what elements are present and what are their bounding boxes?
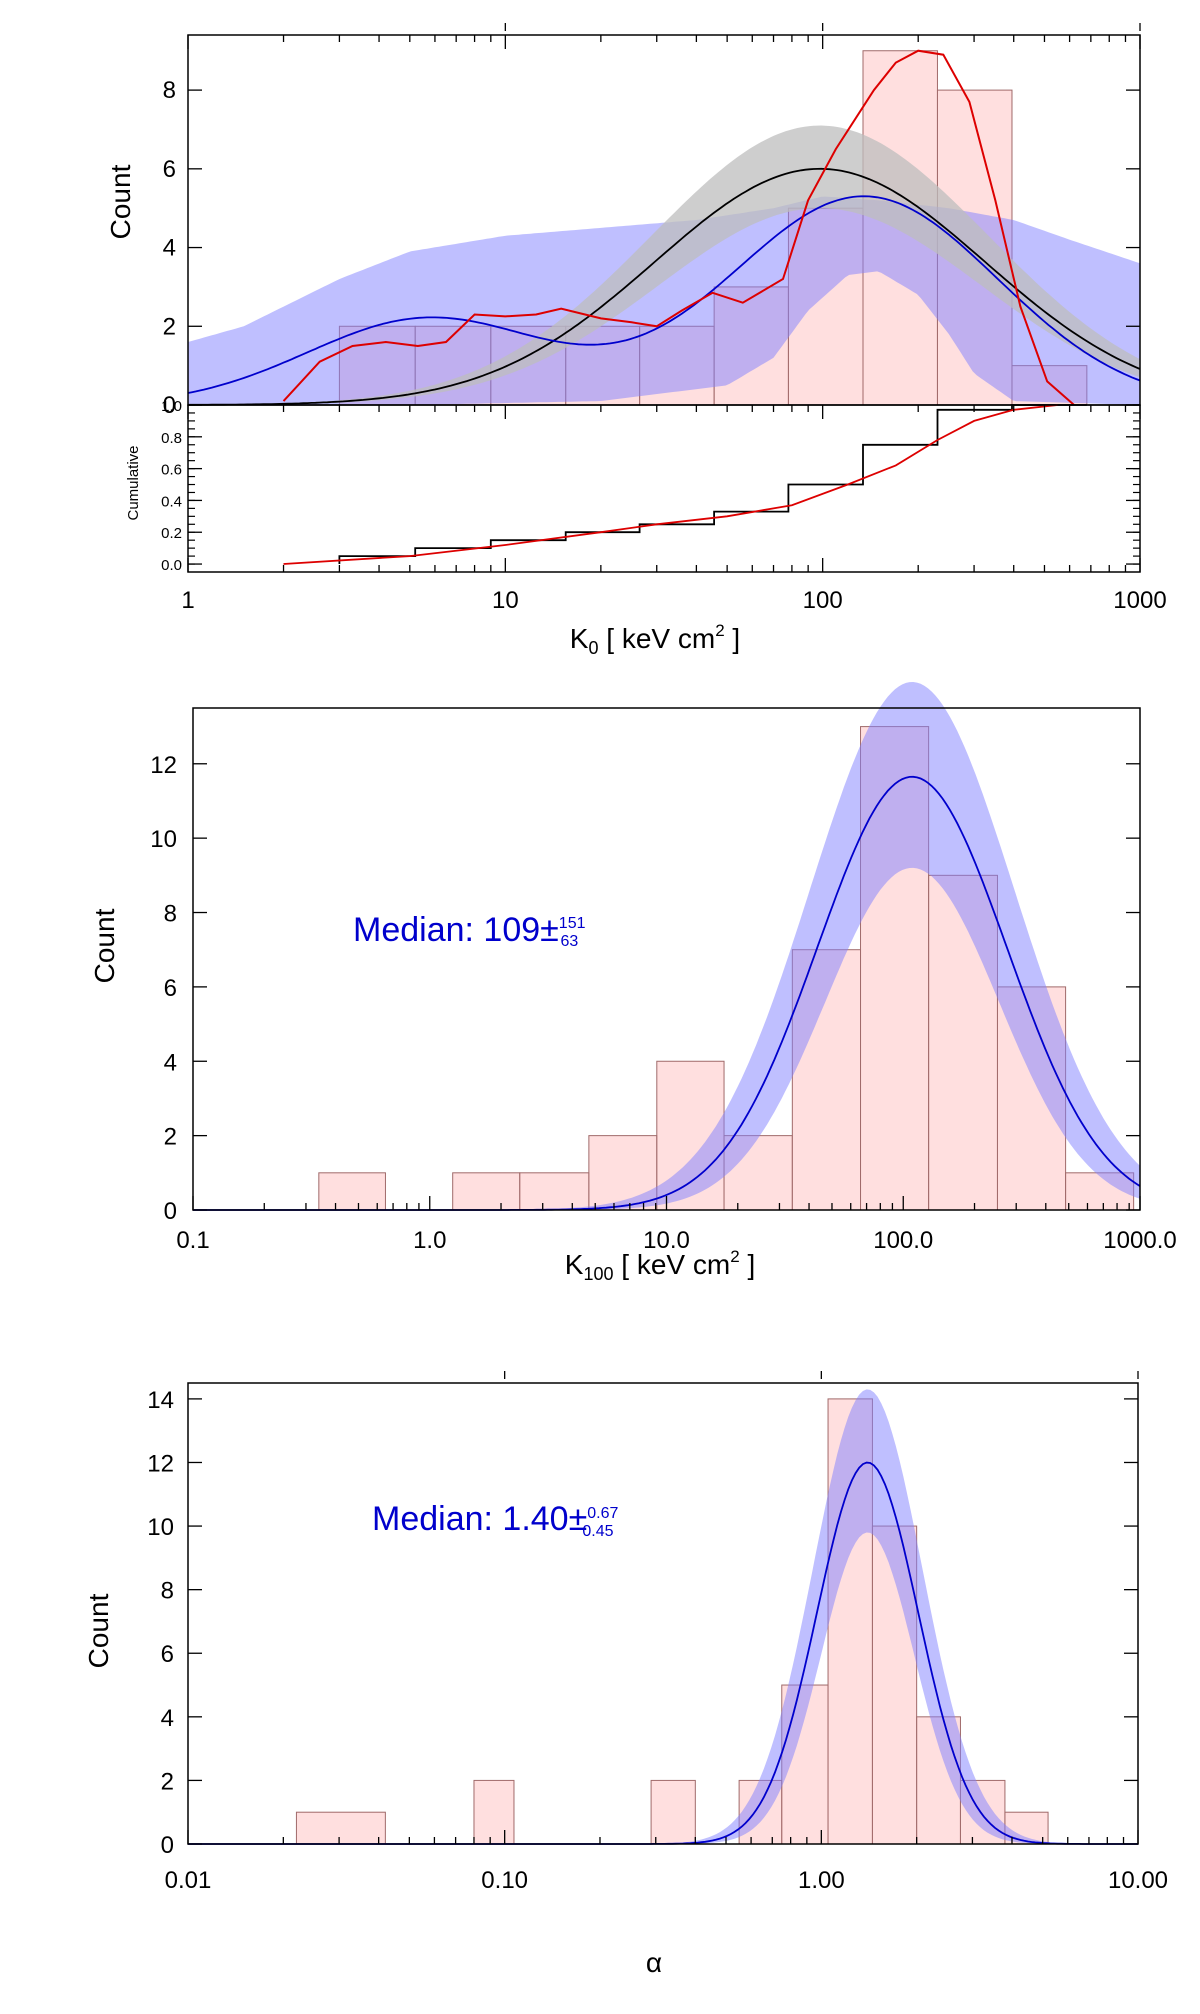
p2-ytick-label: 10 [150, 826, 177, 853]
p3-xtick-label: 0.01 [165, 1867, 212, 1894]
cumulative-step-curve [338, 404, 1087, 564]
p3-bin-0 [295, 1811, 386, 1845]
p2-model-band [193, 682, 1140, 1210]
k0c-xtick-label: 100 [803, 587, 843, 614]
p3-xtick-label: 10.00 [1108, 1867, 1168, 1894]
p3-xtick-label: 1.00 [798, 1867, 845, 1894]
k0c-ytick-label: 0.8 [161, 430, 182, 447]
p2-bin-0 [318, 1172, 386, 1211]
cumulative-model-curve [283, 404, 1058, 565]
p2-xtick-label: 0.1 [176, 1227, 209, 1254]
p3-bin-2 [650, 1779, 696, 1845]
gaussian-fit-curve [188, 167, 1141, 406]
data-smoothed-curve [282, 49, 1075, 406]
k0c-ytick-label: 0.0 [161, 557, 182, 574]
p3-ytick-label: 2 [161, 1768, 174, 1795]
k0c-ytick-label: 0.6 [161, 462, 182, 479]
k0c-xtick-label: 1 [181, 587, 194, 614]
p3-ytick-label: 4 [161, 1705, 174, 1732]
p2-xtick-label: 100.0 [873, 1227, 933, 1254]
p3-ytick-label: 8 [161, 1578, 174, 1605]
p2-ytick-label: 12 [150, 752, 177, 779]
p3-ytick-label: 6 [161, 1641, 174, 1668]
k0-ytick-label: 0 [163, 392, 176, 419]
panel-alpha: 0 2 4 6 8 10 12 14 0.01 0.10 1.00 10.00 Count α Med… [83, 1371, 1168, 1978]
p2-ytick-label: 8 [164, 901, 177, 928]
p2-xtick-label: 1.0 [413, 1227, 446, 1254]
panel-alpha-xlabel: α [646, 1947, 662, 1978]
k0-ytick-label: 4 [163, 235, 176, 262]
p3-model-band [188, 1389, 1138, 1844]
panel-k0-ylabel: Count [105, 164, 136, 239]
p3-frame [187, 1382, 1139, 1845]
p2-ytick-label: 0 [164, 1198, 177, 1225]
p3-ytick-label: 12 [147, 1450, 174, 1477]
p3-ytick-label: 14 [147, 1387, 174, 1414]
panel-alpha-ylabel: Count [83, 1593, 114, 1668]
p3-ytick-label: 0 [161, 1832, 174, 1859]
bimodal-uncertainty-band [188, 196, 1140, 405]
panel-k0: 0 2 4 6 8 Count K0 [ keV cm2 ] [105, 23, 1141, 658]
panel-k100-median: Median: 109±151 63 [353, 911, 586, 950]
k0c-ytick-label: 0.2 [161, 525, 182, 542]
p2-bin-1 [452, 1172, 521, 1211]
k0c-ytick-label: 1.0 [161, 398, 182, 415]
p3-ytick-label: 10 [147, 1514, 174, 1541]
panel-alpha-median: Median: 1.40±0.67 0.45 [372, 1500, 618, 1540]
panel-k0-cumulative: 0.0 0.2 0.4 0.6 0.8 1.0 1 10 100 1000 Cumulative [125, 398, 1167, 614]
panel-k100: 0 2 4 6 8 10 12 0.1 1.0 10.0 100.0 1000.0 Count K10… [89, 682, 1177, 1284]
p2-bin-2 [519, 1172, 590, 1211]
bimodal-fit-curve [187, 195, 1141, 394]
k0c-xtick-label: 1000 [1113, 587, 1166, 614]
k0c-ytick-label: 0.4 [161, 493, 182, 510]
k0-ytick-label: 8 [163, 77, 176, 104]
panel-k100-xlabel: K100 [ keV cm2 ] [565, 1247, 755, 1284]
k0c-xtick-label: 10 [492, 587, 519, 614]
p3-xtick-label: 0.10 [481, 1867, 528, 1894]
k0-ytick-label: 2 [163, 313, 176, 340]
k0c-frame [187, 404, 1141, 573]
cumulative-ylabel: Cumulative [125, 445, 142, 520]
panel-k0-xlabel: K0 [ keV cm2 ] [570, 621, 740, 658]
p3-bin-1 [473, 1779, 515, 1845]
p2-ytick-label: 6 [164, 975, 177, 1002]
p2-ytick-label: 2 [164, 1124, 177, 1151]
k0-ytick-label: 6 [163, 156, 176, 183]
p2-xtick-label: 10.0 [643, 1227, 690, 1254]
p2-xtick-label: 1000.0 [1103, 1227, 1176, 1254]
panel-k100-ylabel: Count [89, 908, 120, 983]
p2-ytick-label: 4 [164, 1049, 177, 1076]
